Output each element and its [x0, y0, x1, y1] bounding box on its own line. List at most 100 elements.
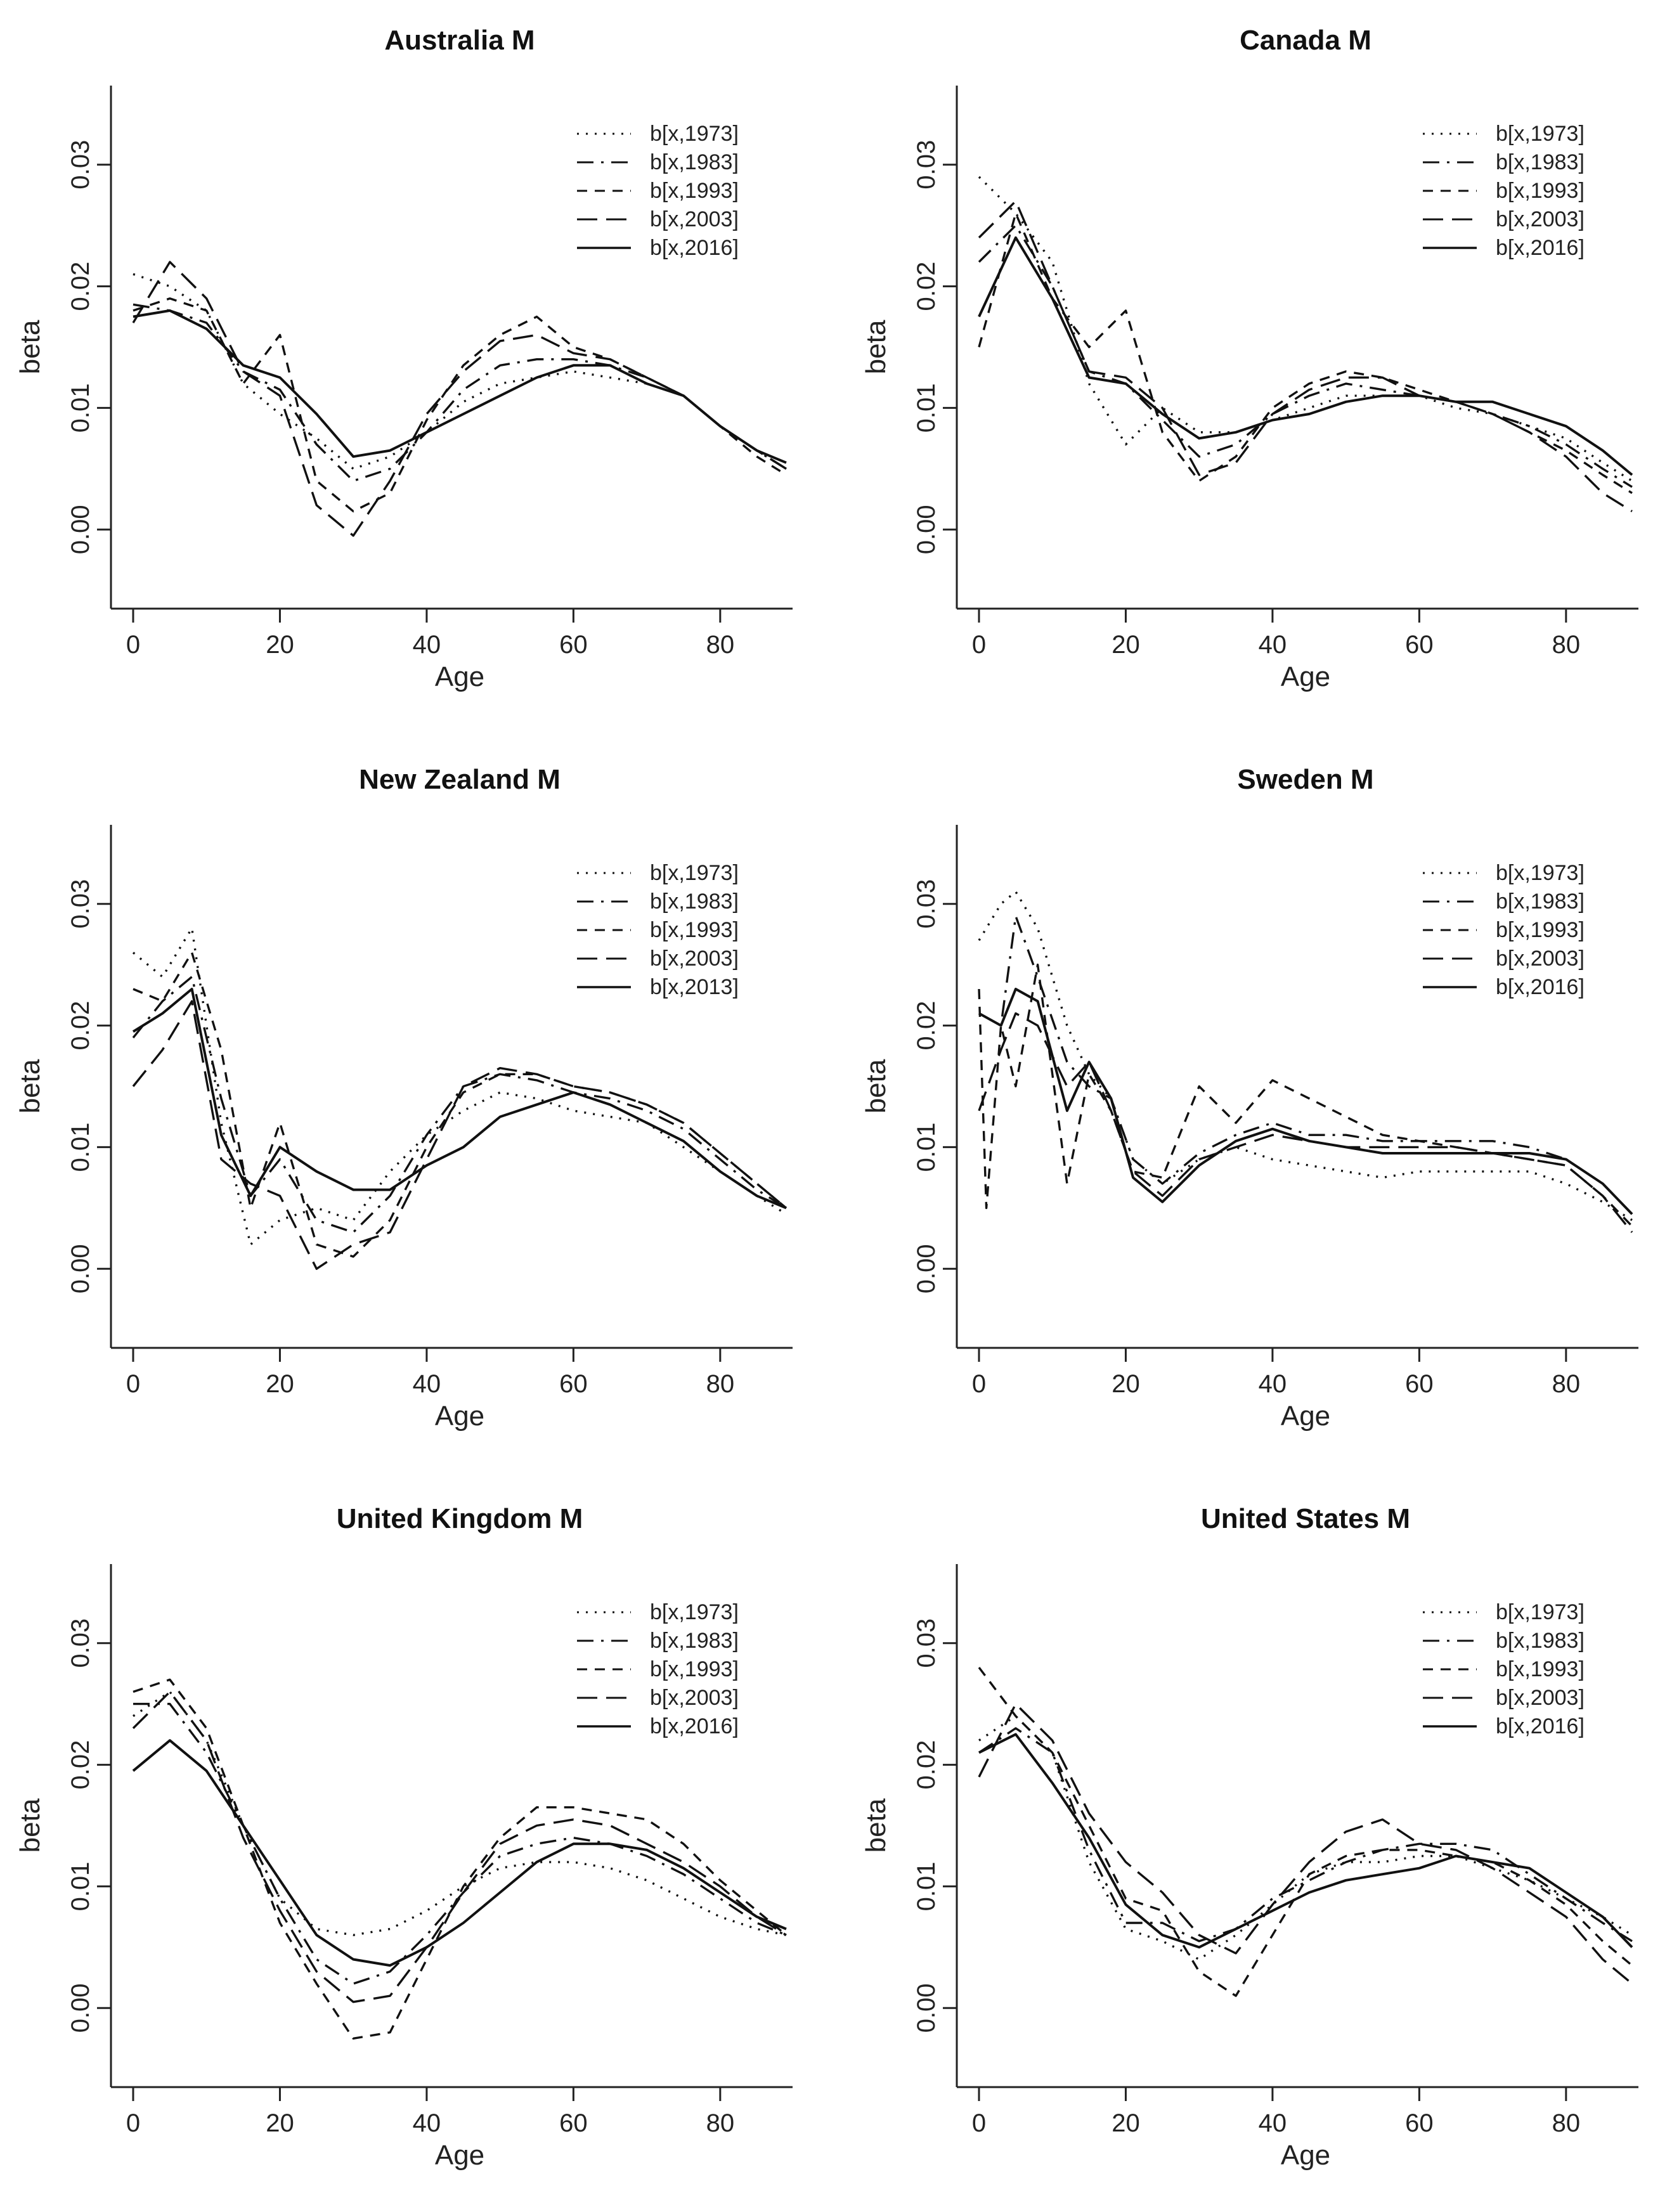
series-line-2003	[978, 1012, 1633, 1233]
legend-label: b[x,1973]	[1496, 122, 1585, 146]
axes	[110, 86, 793, 610]
legend: b[x,1973] b[x,1983] b[x,1993] b[x,2003] b[x,…	[577, 861, 739, 999]
series-line-2003	[132, 1000, 788, 1270]
chart-title: United States M	[1201, 1503, 1410, 1534]
series-line-2016	[978, 988, 1633, 1215]
x-tick-label: 60	[1405, 2109, 1434, 2137]
legend-label: b[x,2016]	[650, 236, 739, 260]
series-line-1983	[132, 976, 787, 1234]
x-tick-label: 40	[413, 631, 441, 659]
axes	[956, 86, 1638, 610]
series-line-1983	[133, 303, 787, 482]
x-tick-label: 0	[972, 631, 986, 659]
x-tick-label: 80	[1552, 2109, 1581, 2137]
x-tick-label: 60	[559, 2109, 588, 2137]
y-axis-label: beta	[860, 1798, 891, 1853]
y-tick-label: 0.00	[912, 505, 940, 554]
x-tick-label: 40	[1259, 1370, 1287, 1398]
x-tick-label: 0	[126, 1370, 140, 1398]
x-tick-label: 20	[1112, 1370, 1140, 1398]
y-tick-label: 0.03	[912, 879, 940, 929]
series-line-1983	[978, 915, 1633, 1215]
x-tick-label: 20	[266, 1370, 294, 1398]
legend-label: b[x,1993]	[1496, 1657, 1585, 1681]
x-tick-label: 40	[413, 2109, 441, 2137]
x-tick-label: 0	[972, 2109, 986, 2137]
legend-label: b[x,2003]	[1496, 1686, 1585, 1710]
x-tick-label: 40	[1259, 631, 1287, 659]
axes	[110, 1564, 793, 2088]
legend-label: b[x,1973]	[650, 122, 739, 146]
series-line-2003	[978, 200, 1633, 512]
legend: b[x,1973] b[x,1983] b[x,1993] b[x,2003] b[x,…	[1423, 122, 1585, 260]
legend-label: b[x,1993]	[1496, 918, 1585, 942]
legend-label: b[x,2016]	[1496, 975, 1585, 999]
y-tick-label: 0.02	[67, 1001, 94, 1051]
series-line-2016	[132, 1739, 787, 1967]
x-tick-label: 20	[1112, 631, 1140, 659]
y-tick-label: 0.00	[912, 1244, 940, 1293]
x-tick-label: 80	[1552, 1370, 1581, 1398]
x-tick-label: 60	[559, 631, 588, 659]
chart-title: Canada M	[1240, 25, 1371, 56]
legend: b[x,1973] b[x,1983] b[x,1993] b[x,2003] b[x,…	[577, 122, 739, 260]
legend-label: b[x,2003]	[1496, 947, 1585, 971]
y-tick-label: 0.01	[912, 384, 940, 433]
legend-label: b[x,1983]	[650, 1629, 739, 1653]
x-tick-label: 0	[126, 631, 140, 659]
x-tick-label: 0	[126, 2109, 140, 2137]
legend-label: b[x,1983]	[1496, 889, 1585, 914]
y-tick-label: 0.01	[67, 384, 94, 433]
x-tick-label: 40	[413, 1370, 441, 1398]
panel-sweden-m: Sweden M 0 20 40 60 80 0.00 0.01 0.02 0.03 Age beta…	[860, 764, 1638, 1432]
x-tick-label: 20	[1112, 2109, 1140, 2137]
y-tick-label: 0.02	[67, 1740, 94, 1790]
legend-label: b[x,2016]	[1496, 236, 1585, 260]
panel-united-kingdom-m: United Kingdom M 0 20 40 60 80 0.00 0.01 0.02 0.0…	[15, 1503, 793, 2171]
y-axis-label: beta	[15, 1059, 46, 1113]
x-tick-label: 20	[266, 2109, 294, 2137]
series-line-1973	[978, 1715, 1633, 1961]
legend-label: b[x,1973]	[1496, 861, 1585, 885]
y-tick-label: 0.02	[912, 262, 940, 311]
x-axis-label: Age	[435, 2140, 484, 2171]
legend: b[x,1973] b[x,1983] b[x,1993] b[x,2003] b[x,…	[577, 1600, 739, 1738]
y-tick-label: 0.01	[67, 1862, 94, 1911]
chart-title: Sweden M	[1237, 764, 1373, 795]
x-axis-label: Age	[1281, 1400, 1330, 1432]
legend-label: b[x,2016]	[1496, 1714, 1585, 1738]
x-axis-label: Age	[1281, 2140, 1330, 2171]
legend: b[x,1973] b[x,1983] b[x,1993] b[x,2003] b[x,…	[1423, 1600, 1585, 1738]
legend-label: b[x,1983]	[1496, 150, 1585, 174]
legend-label: b[x,1993]	[650, 918, 739, 942]
chart-title: Australia M	[384, 25, 535, 56]
x-tick-label: 80	[1552, 631, 1581, 659]
legend-label: b[x,1973]	[650, 861, 739, 885]
series-line-2016	[978, 236, 1633, 476]
y-axis-label: beta	[15, 320, 46, 374]
series-line-2016	[133, 309, 787, 464]
series-line-2016	[978, 1733, 1633, 1949]
axes	[110, 825, 793, 1349]
y-tick-label: 0.01	[912, 1123, 940, 1172]
series-line-1973	[978, 176, 1633, 482]
x-axis-label: Age	[1281, 661, 1330, 692]
legend-label: b[x,1983]	[650, 150, 739, 174]
y-axis-label: beta	[860, 320, 891, 374]
legend-label: b[x,2016]	[650, 1714, 739, 1738]
y-tick-label: 0.03	[67, 879, 94, 929]
series-line-1993	[133, 297, 787, 513]
y-tick-label: 0.01	[67, 1123, 94, 1172]
legend-label: b[x,1993]	[650, 179, 739, 203]
legend-label: b[x,1983]	[650, 889, 739, 914]
y-tick-label: 0.02	[912, 1001, 940, 1051]
y-tick-label: 0.00	[912, 1983, 940, 2033]
y-tick-label: 0.03	[912, 1619, 940, 1668]
x-tick-label: 40	[1259, 2109, 1287, 2137]
y-tick-label: 0.03	[912, 140, 940, 190]
x-tick-label: 60	[1405, 631, 1434, 659]
chart-title: New Zealand M	[359, 764, 561, 795]
panel-canada-m: Canada M 0 20 40 60 80 0.00 0.01 0.02 0.03 Age beta…	[860, 25, 1638, 692]
y-tick-label: 0.03	[67, 140, 94, 190]
